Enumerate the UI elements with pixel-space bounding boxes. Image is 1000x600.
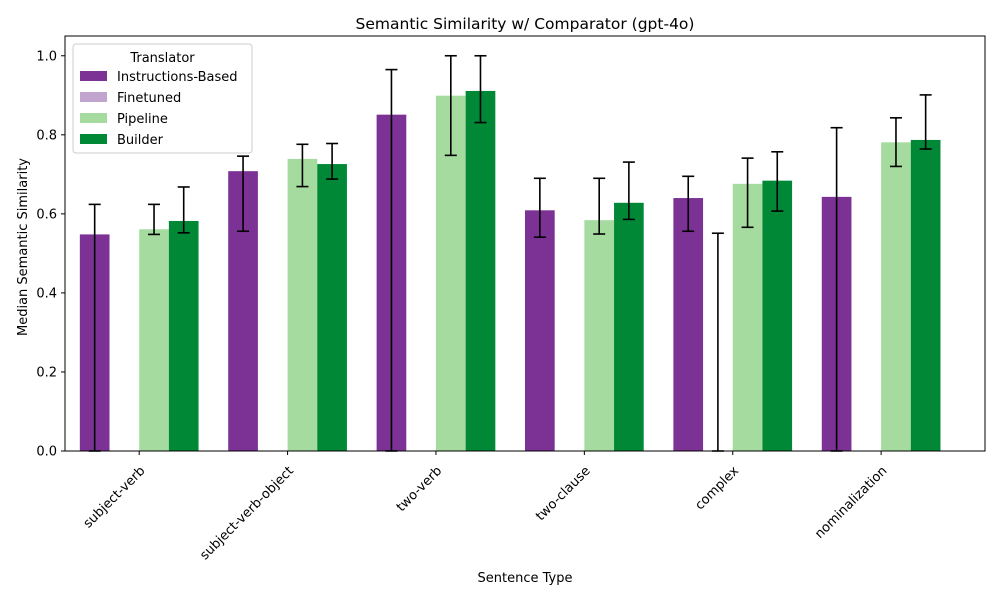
- bar: [614, 202, 644, 451]
- bar: [881, 142, 911, 452]
- legend-box: [72, 43, 253, 154]
- legend-label: Finetuned: [117, 91, 181, 106]
- bar: [168, 220, 199, 451]
- legend-title: Translator: [129, 51, 195, 66]
- x-tick-label: two-clause: [533, 464, 593, 524]
- bar: [525, 210, 555, 451]
- legend-swatch: [80, 113, 107, 123]
- plot-frame: [64, 35, 986, 452]
- x-tick-label: subject-verb: [81, 464, 149, 532]
- legend-swatch: [80, 71, 107, 81]
- x-axis-label: Sentence Type: [478, 571, 573, 586]
- bar: [732, 183, 763, 452]
- bar: [910, 139, 941, 451]
- bar: [762, 180, 793, 451]
- y-axis-label: Median Semantic Similarity: [16, 158, 31, 336]
- chart-title: Semantic Similarity w/ Comparator (gpt-4…: [356, 15, 695, 33]
- x-tick-label: subject-verb-object: [197, 464, 297, 564]
- legend: Translator Instructions-Based Finetuned Pip…: [72, 43, 253, 154]
- y-tick-label: 1.0: [36, 49, 57, 64]
- bar: [139, 229, 169, 451]
- y-tick-label: 0.4: [36, 286, 57, 301]
- legend-label: Pipeline: [117, 112, 168, 127]
- bar: [465, 90, 496, 451]
- bar: [584, 220, 615, 451]
- x-tick-label: complex: [692, 463, 742, 513]
- legend-label: Instructions-Based: [117, 70, 238, 85]
- x-tick-label: nominalization: [812, 464, 890, 542]
- legend-swatch: [80, 134, 107, 144]
- y-tick-label: 0.2: [36, 365, 57, 380]
- y-tick-label: 0.6: [36, 207, 57, 222]
- legend-label: Builder: [117, 133, 164, 148]
- bar: [287, 158, 318, 451]
- legend-swatch: [80, 92, 107, 102]
- bar: [317, 164, 347, 452]
- y-tick-label: 0.0: [36, 445, 57, 460]
- x-tick-label: two-verb: [394, 464, 445, 515]
- bar: [673, 198, 704, 451]
- y-tick-label: 0.8: [36, 128, 57, 143]
